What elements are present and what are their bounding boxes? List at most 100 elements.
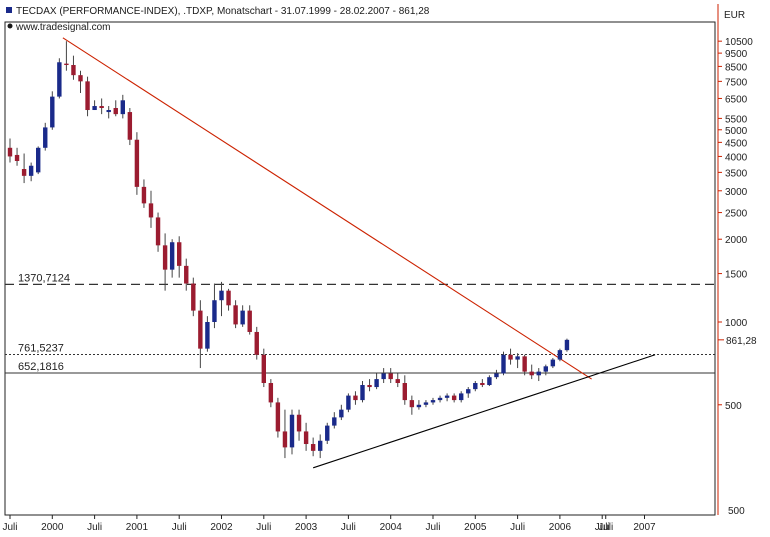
header-marker-icon xyxy=(6,7,12,13)
candle-body xyxy=(127,112,133,140)
levels-layer: 1370,7124 761,5237 652,1816 xyxy=(5,272,715,374)
candle-body xyxy=(416,404,422,408)
candle-body xyxy=(296,414,302,432)
source-icon xyxy=(7,23,13,29)
candle-body xyxy=(529,371,534,376)
x-tick-label: Juli xyxy=(510,522,525,533)
candles-layer xyxy=(7,41,570,459)
plot-area xyxy=(4,21,716,516)
candle-body xyxy=(423,402,429,405)
y-tick-label: 2000 xyxy=(725,235,748,246)
candle-body xyxy=(388,373,393,380)
candle-body xyxy=(120,100,125,115)
y-tick-label: 7500 xyxy=(725,77,748,88)
candle-body xyxy=(141,186,147,204)
candle-body xyxy=(332,417,337,426)
x-tick-label: Juli xyxy=(2,522,17,533)
candle-body xyxy=(381,373,386,380)
candle-body xyxy=(444,395,450,398)
y-tick-label: 4000 xyxy=(725,152,748,163)
y-tick-label: 8500 xyxy=(725,62,748,73)
candle-body xyxy=(522,356,527,372)
candle-body xyxy=(473,383,478,390)
y-tick-label: 5000 xyxy=(725,126,748,137)
x-tick-label: 2006 xyxy=(549,522,572,533)
candle-body xyxy=(14,154,20,161)
candle-body xyxy=(564,339,570,351)
candle-body xyxy=(395,379,400,384)
candle-body xyxy=(282,431,288,448)
candle-body xyxy=(543,366,548,372)
candle-body xyxy=(233,305,238,325)
candle-body xyxy=(169,242,175,270)
y-tick-label: 500 xyxy=(728,506,745,517)
candle-body xyxy=(43,127,48,148)
y-tick-label: 9500 xyxy=(725,49,748,60)
candle-body xyxy=(402,383,407,401)
y-tick-label: 2500 xyxy=(725,209,748,220)
y-tick-label: 1500 xyxy=(725,270,748,281)
candle-body xyxy=(466,389,471,394)
x-tick-label: Juli xyxy=(598,522,613,533)
candle-body xyxy=(268,383,274,403)
candle-body xyxy=(275,402,281,432)
x-tick-label: Juli xyxy=(595,522,610,533)
candle-body xyxy=(515,356,520,360)
x-tick-label: 2007 xyxy=(633,522,656,533)
y-tick-label: 3500 xyxy=(725,168,748,179)
candle-body xyxy=(71,65,76,76)
y-tick-label: 4500 xyxy=(725,138,748,149)
candle-body xyxy=(106,110,111,113)
candle-body xyxy=(92,106,97,111)
candle-body xyxy=(360,385,365,401)
level-label: 761,5237 xyxy=(18,343,64,355)
level-label: 652,1816 xyxy=(18,361,64,373)
x-tick-label: Juli xyxy=(341,522,356,533)
x-tick-label: Juli xyxy=(172,522,187,533)
candle-body xyxy=(550,359,556,367)
candle-body xyxy=(318,440,323,451)
candle-body xyxy=(254,331,259,355)
candle-body xyxy=(198,310,203,349)
x-tick-label: 2002 xyxy=(210,522,233,533)
candle-body xyxy=(177,242,182,266)
x-tick-label: 2005 xyxy=(464,522,487,533)
candle-body xyxy=(134,139,140,187)
candle-body xyxy=(57,62,62,97)
x-tick-label: Juli xyxy=(256,522,271,533)
candle-body xyxy=(191,283,196,311)
candle-body xyxy=(374,379,379,388)
candle-body xyxy=(409,400,415,408)
candle-body xyxy=(205,322,210,349)
x-tick-label: 2003 xyxy=(295,522,318,533)
candle-body xyxy=(184,265,189,284)
y-tick-label: 10500 xyxy=(725,37,753,48)
level-label: 1370,7124 xyxy=(18,272,70,284)
candle-body xyxy=(50,96,55,128)
candle-body xyxy=(7,147,13,157)
y-tick-label: 5500 xyxy=(725,114,748,125)
candle-body xyxy=(536,371,541,376)
candle-body xyxy=(21,169,27,176)
y-tick-label: 1000 xyxy=(725,318,748,329)
x-tick-label: Juli xyxy=(425,522,440,533)
candle-body xyxy=(437,397,443,401)
candle-body xyxy=(303,431,309,445)
candle-body xyxy=(346,395,351,410)
candle-body xyxy=(501,354,506,374)
candle-body xyxy=(339,409,344,418)
x-tick-label: 2000 xyxy=(41,522,64,533)
candle-body xyxy=(113,108,118,115)
candle-body xyxy=(494,373,499,378)
candle-body xyxy=(219,290,224,301)
candle-body xyxy=(162,245,168,270)
candle-body xyxy=(99,106,104,109)
chart-source: www.tradesignal.com xyxy=(15,22,110,33)
candle-body xyxy=(289,414,295,448)
y-axis-unit: EUR xyxy=(724,10,745,21)
y-tick-label: 6500 xyxy=(725,94,748,105)
candle-body xyxy=(367,385,372,388)
x-tick-label: 2004 xyxy=(380,522,403,533)
